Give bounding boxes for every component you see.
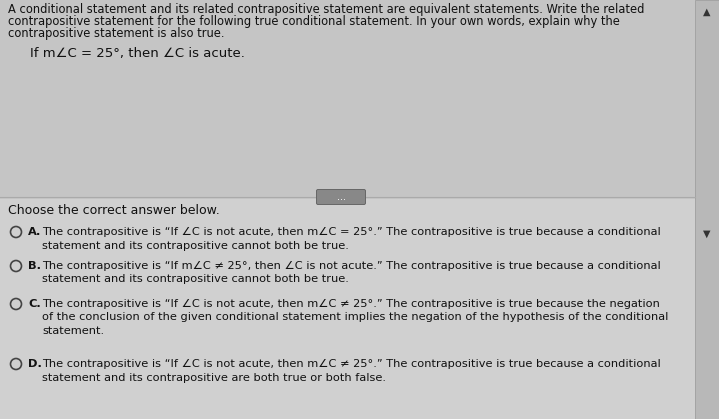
- Text: The contrapositive is “If m∠C ≠ 25°, then ∠C is not acute.” The contrapositive i: The contrapositive is “If m∠C ≠ 25°, the…: [42, 261, 661, 271]
- Text: A.: A.: [28, 227, 42, 237]
- Text: ▼: ▼: [703, 229, 711, 239]
- Bar: [695, 0, 719, 419]
- Text: contrapositive statement for the following true conditional statement. In your o: contrapositive statement for the followi…: [8, 15, 620, 28]
- Text: The contrapositive is “If ∠C is not acute, then m∠C ≠ 25°.” The contrapositive i: The contrapositive is “If ∠C is not acut…: [42, 299, 660, 309]
- FancyBboxPatch shape: [316, 189, 365, 204]
- Text: contrapositive statement is also true.: contrapositive statement is also true.: [8, 27, 224, 40]
- Text: D.: D.: [28, 359, 42, 369]
- Text: The contrapositive is “If ∠C is not acute, then m∠C ≠ 25°.” The contrapositive i: The contrapositive is “If ∠C is not acut…: [42, 359, 661, 369]
- Text: statement and its contrapositive cannot both be true.: statement and its contrapositive cannot …: [42, 241, 349, 251]
- Text: statement and its contrapositive cannot both be true.: statement and its contrapositive cannot …: [42, 274, 349, 285]
- Text: ...: ...: [336, 192, 346, 202]
- Text: ▲: ▲: [703, 7, 711, 17]
- Text: If m∠C = 25°, then ∠C is acute.: If m∠C = 25°, then ∠C is acute.: [30, 47, 245, 60]
- Text: of the conclusion of the given conditional statement implies the negation of the: of the conclusion of the given condition…: [42, 313, 669, 323]
- Text: Choose the correct answer below.: Choose the correct answer below.: [8, 204, 220, 217]
- Bar: [0, 0, 695, 199]
- Bar: [0, 199, 695, 419]
- Text: B.: B.: [28, 261, 41, 271]
- Text: C.: C.: [28, 299, 41, 309]
- Text: statement.: statement.: [42, 326, 104, 336]
- Text: A conditional statement and its related contrapositive statement are equivalent : A conditional statement and its related …: [8, 3, 644, 16]
- Text: statement and its contrapositive are both true or both false.: statement and its contrapositive are bot…: [42, 372, 386, 383]
- Text: The contrapositive is “If ∠C is not acute, then m∠C = 25°.” The contrapositive i: The contrapositive is “If ∠C is not acut…: [42, 227, 661, 237]
